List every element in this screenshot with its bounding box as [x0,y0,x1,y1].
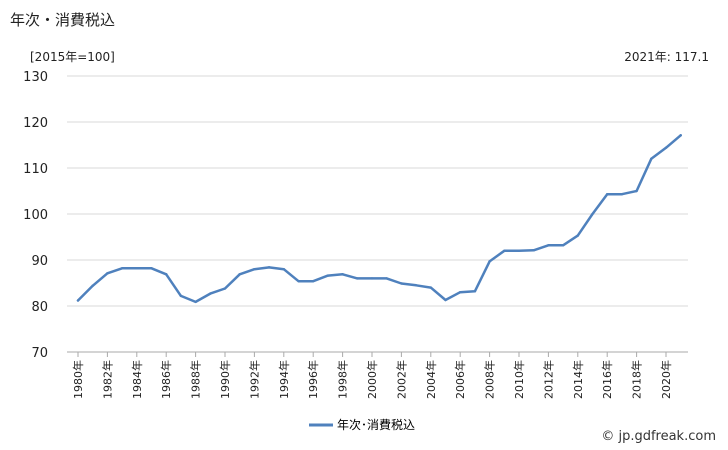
data-point [488,260,491,263]
data-point [238,273,241,276]
data-point [561,244,565,247]
data-point [120,267,124,270]
data-point [517,249,521,252]
legend-label: 年次･消費税込 [337,417,415,432]
data-point [267,266,271,269]
legend: 年次･消費税込 [309,417,415,432]
x-tick-label: 1982年 [100,360,114,399]
data-point [547,244,550,247]
x-tick-label: 2006年 [453,360,467,399]
data-point [664,146,668,149]
x-tick-label: 1992年 [247,360,261,399]
data-point [635,189,638,193]
data-point [135,267,138,270]
data-point [253,268,256,271]
x-tick-label: 2020年 [659,360,673,399]
data-point [414,284,418,287]
x-tick-label: 1998年 [336,360,350,399]
x-tick-label: 1996年 [306,360,320,399]
x-tick-label: 1986年 [159,360,173,399]
x-tick-label: 2004年 [424,360,438,399]
series-layer [76,134,682,304]
data-point [106,272,109,275]
watermark: © jp.gdfreak.com [601,429,716,444]
x-tick-label: 1988年 [189,360,203,399]
x-tick-label: 2000年 [365,360,379,399]
y-tick-label: 120 [23,116,48,131]
data-point [576,234,579,237]
series-line [76,134,682,304]
data-point [370,277,374,280]
data-point [385,277,388,280]
x-tick-label: 2010年 [512,360,526,399]
data-point [473,290,477,293]
chart-title: 年次・消費税込 [10,11,116,29]
data-point [312,279,315,283]
x-tick-label: 2002年 [394,360,408,399]
x-tick-label: 2012年 [541,360,555,399]
data-point [179,294,183,298]
x-tick-label: 1980年 [71,360,85,399]
data-point [297,279,300,283]
data-point [91,284,94,287]
y-tick-label: 80 [31,300,48,315]
data-point [150,267,153,270]
data-point [194,300,197,304]
data-point [76,299,80,302]
y-tick-label: 100 [23,208,48,223]
data-point [650,157,653,160]
x-axis: 1980年 1982年 1984年 1986年 1988年 1990年 1992年 1994年… [67,351,688,399]
data-point [209,292,212,295]
unit-label: [2015年=100] [30,50,115,64]
data-point [400,282,403,285]
data-point [679,134,682,137]
x-tick-label: 1990年 [218,360,232,399]
y-axis: 70 80 90 100 110 120 130 [23,70,48,361]
data-point [532,249,535,252]
data-point [223,287,227,290]
data-point [326,274,330,277]
data-point [620,193,624,196]
data-point [356,277,359,280]
data-point [429,286,432,289]
data-point [606,193,609,196]
data-point [591,212,594,216]
grid-lines [67,75,688,307]
latest-value: 2021年: 117.1 [624,50,709,64]
x-tick-label: 2016年 [600,360,614,399]
y-tick-label: 70 [31,346,48,361]
y-tick-label: 130 [23,70,48,85]
y-tick-label: 90 [31,254,48,269]
y-tick-label: 110 [23,162,48,177]
x-tick-label: 2014年 [571,360,585,399]
x-tick-label: 2008年 [483,360,497,399]
data-point [282,268,285,271]
data-point [503,249,506,252]
x-tick-label: 1984年 [130,360,144,399]
data-point [459,291,462,294]
data-point [341,273,344,276]
x-tick-label: 1994年 [277,360,291,399]
x-tick-label: 2018年 [630,360,644,399]
data-point [444,298,447,302]
data-point [165,273,168,276]
